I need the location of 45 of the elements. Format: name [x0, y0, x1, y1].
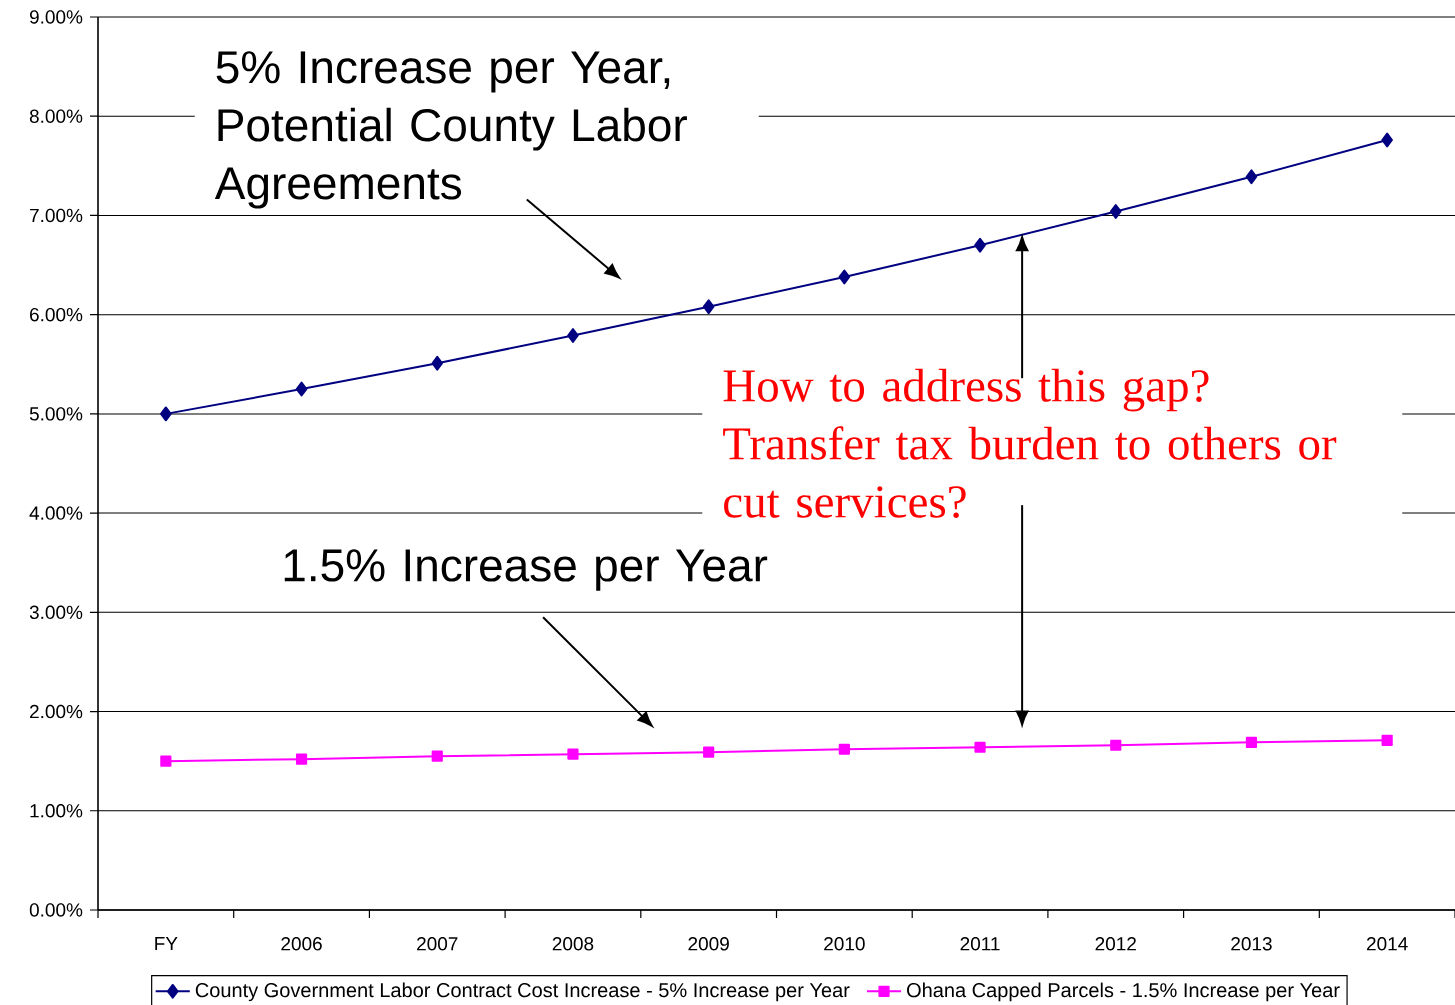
- annotation: 1.5% Increase per Year: [284, 549, 768, 591]
- point: [974, 237, 986, 253]
- x-tick-label: 2011: [960, 937, 1000, 951]
- y-tick-label: 2.00%: [30, 704, 83, 719]
- x-tick-label: 2013: [1231, 937, 1272, 951]
- y-tick-label: 1.00%: [30, 804, 83, 818]
- x-tick-label: 2008: [552, 937, 594, 951]
- point: [702, 299, 715, 315]
- x-tick-label: 2007: [417, 937, 458, 951]
- y-tick-label: 3.00%: [29, 605, 83, 620]
- point: [1381, 734, 1393, 746]
- annotation: How to address this gap? Transfer tax burden to others or cut services?: [723, 368, 1337, 518]
- x-tick-label: 2014: [1366, 937, 1408, 951]
- x-tick-label: 2012: [1095, 937, 1136, 951]
- point: [160, 406, 172, 422]
- point: [295, 753, 308, 765]
- y-tick-label: 9.00%: [29, 10, 83, 24]
- annotation: 5% Increase per Year, Potential County Labor Agreements: [214, 51, 687, 209]
- point: [1381, 132, 1393, 148]
- y-tick-label: 5.00%: [29, 407, 83, 421]
- y-tick-label: 4.00%: [29, 506, 83, 520]
- point: [838, 269, 851, 285]
- x-tick-label: 2006: [281, 937, 322, 951]
- point: [1109, 204, 1122, 219]
- point: [1245, 736, 1258, 748]
- point: [703, 746, 715, 758]
- y-tick-label: 7.00%: [30, 208, 83, 223]
- y-tick-label: 0.00%: [29, 903, 83, 917]
- x-tick-label: FY: [155, 937, 178, 951]
- y-tick-label: 8.00%: [29, 109, 83, 123]
- x-tick-label: 2009: [688, 937, 729, 951]
- point: [160, 755, 172, 767]
- point: [567, 328, 579, 343]
- point: [1245, 169, 1258, 185]
- point: [431, 355, 444, 371]
- point: [1110, 739, 1122, 751]
- point: [838, 743, 850, 755]
- y-tick-label: 6.00%: [30, 307, 83, 322]
- point: [567, 748, 579, 760]
- legend-label: County Government Labor Contract Cost Increase - 5% Increase per Year: [195, 982, 850, 1002]
- x-tick-label: 2010: [824, 937, 865, 951]
- point: [431, 750, 443, 762]
- point: [974, 741, 986, 753]
- point: [295, 381, 308, 397]
- legend-label: Ohana Capped Parcels - 1.5% Increase per Year: [907, 982, 1340, 1002]
